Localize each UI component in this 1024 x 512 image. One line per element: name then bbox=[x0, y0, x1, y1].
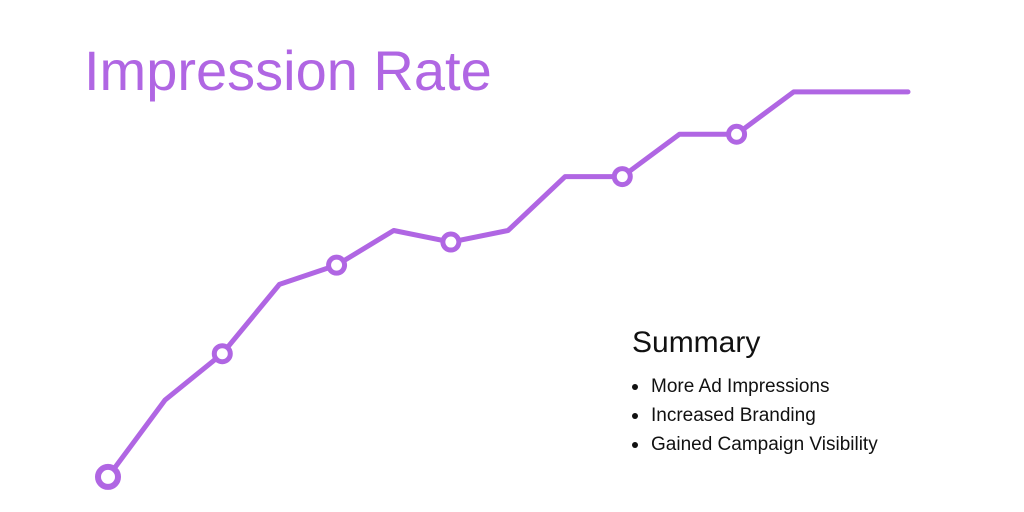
summary-item: More Ad Impressions bbox=[632, 372, 878, 401]
bullet-icon bbox=[632, 384, 638, 390]
data-point-marker bbox=[95, 463, 121, 490]
bullet-icon bbox=[632, 442, 638, 448]
summary-heading: Summary bbox=[632, 326, 761, 359]
summary-item-label: Gained Campaign Visibility bbox=[651, 434, 878, 455]
chart-title: Impression Rate bbox=[84, 39, 492, 102]
data-point-marker bbox=[211, 343, 233, 365]
summary-list: More Ad Impressions Increased Branding G… bbox=[632, 372, 878, 459]
summary-panel: Summary More Ad Impressions Increased Br… bbox=[632, 326, 878, 459]
series-line bbox=[105, 89, 911, 480]
summary-item: Gained Campaign Visibility bbox=[632, 430, 878, 459]
summary-item-label: Increased Branding bbox=[651, 405, 816, 426]
data-point-marker bbox=[326, 254, 348, 276]
data-point-marker bbox=[440, 231, 462, 253]
data-point-marker bbox=[611, 166, 633, 188]
summary-item-label: More Ad Impressions bbox=[651, 376, 830, 397]
bullet-icon bbox=[632, 413, 638, 419]
summary-item: Increased Branding bbox=[632, 401, 878, 430]
data-point-marker bbox=[726, 123, 748, 145]
